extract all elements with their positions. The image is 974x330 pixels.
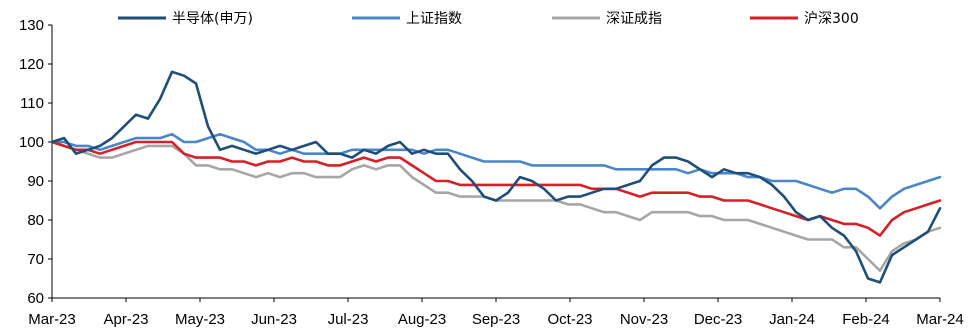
legend-label: 半导体(申万) <box>172 11 253 27</box>
series-line-1 <box>50 132 942 210</box>
y-tick-label: 110 <box>20 95 44 112</box>
x-tick-label: Oct-23 <box>547 311 592 328</box>
x-tick-label: Jul-23 <box>328 311 369 328</box>
y-tick-label: 130 <box>19 17 44 34</box>
x-tick-label: Mar-24 <box>916 311 964 328</box>
legend-label: 上证指数 <box>406 11 462 27</box>
x-tick-label: May-23 <box>175 311 225 328</box>
legend-label: 沪深300 <box>804 11 859 27</box>
x-tick-label: Sep-23 <box>472 311 520 328</box>
y-tick-label: 60 <box>27 290 44 307</box>
y-tick-label: 70 <box>27 251 44 268</box>
series-line-0 <box>50 70 942 284</box>
y-tick-label: 80 <box>27 212 44 229</box>
x-tick-label: Mar-23 <box>28 311 76 328</box>
x-tick-label: Nov-23 <box>620 311 668 328</box>
axes: 60 70 80 90 100 110 120 130 Mar-23 Apr-23 May-23 Ju… <box>19 17 964 328</box>
x-tick-label: Feb-24 <box>842 311 890 328</box>
x-tick-label: Jun-23 <box>251 311 297 328</box>
x-tick-label: Apr-23 <box>103 311 148 328</box>
legend-label: 深证成指 <box>606 11 662 27</box>
y-tick-label: 90 <box>27 173 44 190</box>
legend: 半导体(申万) 上证指数 深证成指 沪深300 <box>118 11 859 27</box>
y-tick-label: 100 <box>19 134 44 151</box>
x-tick-label: Dec-23 <box>694 311 742 328</box>
x-tick-label: Aug-23 <box>398 311 446 328</box>
series-line-3 <box>50 140 942 237</box>
y-tick-label: 120 <box>19 56 44 73</box>
x-tick-label: Jan-24 <box>769 311 815 328</box>
series-lines <box>50 70 942 284</box>
